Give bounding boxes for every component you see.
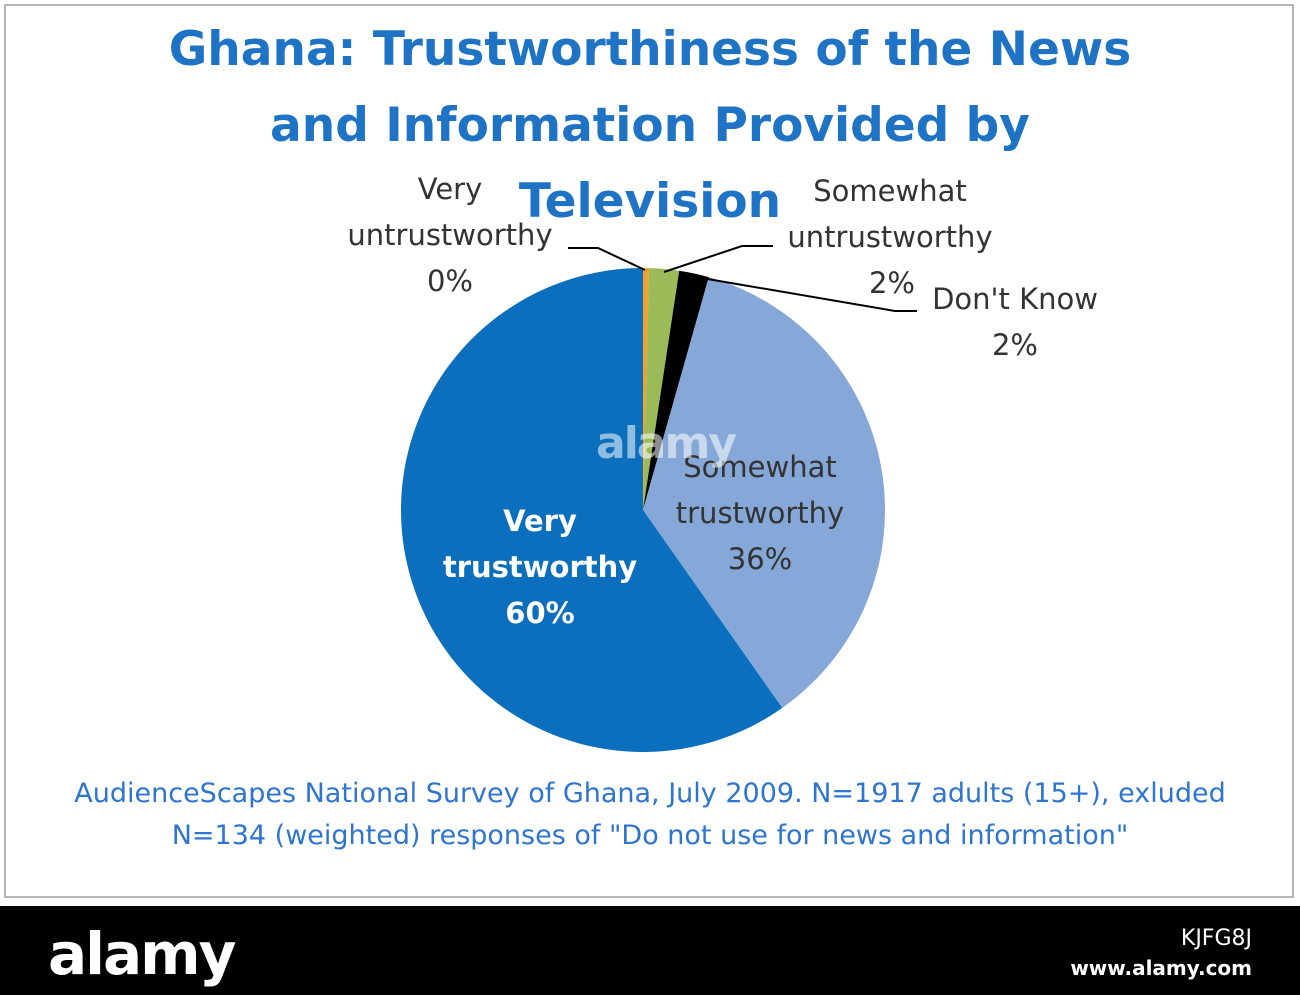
leader-line-somewhat-untrustworthy (663, 245, 773, 273)
image-id: KJFG8J (1180, 926, 1252, 951)
label-dont-know: Don't Know 2% (915, 276, 1115, 368)
label-value: 0% (426, 264, 473, 298)
label-somewhat-trustworthy: Somewhat trustworthy 36% (650, 444, 870, 582)
leader-line-dont-know (689, 275, 917, 312)
slice-somewhat-untrustworthy (643, 268, 680, 510)
watermark-footer-bar: alamy KJFG8J www.alamy.com (0, 906, 1300, 995)
label-very-untrustworthy: Very untrustworthy 0% (330, 166, 570, 304)
label-line: untrustworthy (347, 218, 553, 252)
pie-chart (401, 245, 917, 752)
chart-title-line-3: Television (518, 174, 782, 229)
label-very-trustworthy: Very trustworthy 60% (430, 498, 650, 636)
source-note-line-1: AudienceScapes National Survey of Ghana,… (74, 778, 1226, 809)
label-value: 2% (991, 328, 1038, 362)
label-line: untrustworthy (787, 220, 993, 254)
label-line: Very (417, 172, 483, 206)
chart-title-line-1: Ghana: Trustworthiness of the News (168, 22, 1132, 77)
alamy-logo: alamy (48, 920, 236, 988)
label-value: 2% (868, 266, 915, 300)
label-line: Don't Know (932, 282, 1098, 316)
label-value: 60% (505, 596, 575, 630)
label-line: trustworthy (675, 496, 845, 530)
label-line: Very (503, 504, 577, 538)
source-note-line-2: N=134 (weighted) responses of "Do not us… (171, 820, 1129, 851)
chart-title-line-2: and Information Provided by (270, 98, 1030, 153)
label-line: Somewhat (813, 174, 967, 208)
leader-line-very-untrustworthy (568, 247, 646, 271)
label-line: Somewhat (683, 450, 837, 484)
slice-very-untrustworthy (643, 268, 650, 510)
slice-very-trustworthy (401, 268, 783, 752)
label-somewhat-untrustworthy: Somewhat untrustworthy 2% (770, 168, 1010, 306)
slice-dont-know (643, 270, 709, 510)
watermark-center-logo: alamy (596, 418, 737, 469)
label-line: trustworthy (442, 550, 638, 584)
watermark-url: www.alamy.com (1070, 956, 1252, 980)
slice-somewhat-trustworthy (643, 277, 885, 708)
label-value: 36% (727, 542, 793, 576)
